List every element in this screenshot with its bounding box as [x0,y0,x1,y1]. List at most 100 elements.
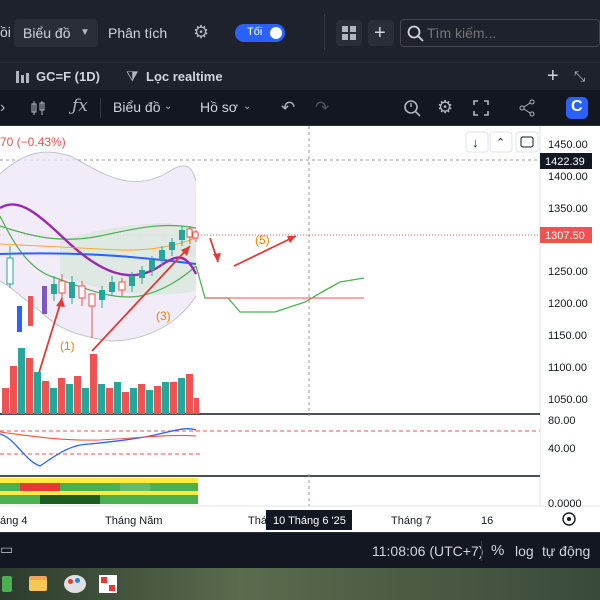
chevron-down-icon: ▼ [80,27,90,38]
axis-settings-icon[interactable] [562,512,576,526]
brand-logo[interactable]: C [566,97,588,119]
price-tick: 1100.00 [548,362,587,374]
bollinger-lower [0,280,197,342]
log-toggle[interactable]: log [515,543,534,559]
status-bar: ▭ 11:08:06 (UTC+7) % log tự động [0,532,600,568]
price-change-text: 70 (−0.43%) [0,135,66,149]
collapse-icon: ⌃ [496,137,505,149]
price-tick: 1350.00 [548,203,588,215]
rsi-tick: 80.00 [548,415,576,427]
lagging-span [0,215,197,298]
time-tick: áng 4 [0,515,28,527]
undo-icon[interactable]: ↶ [281,98,296,117]
annotation-label-1: (1) [60,339,75,353]
folder-icon[interactable] [29,576,47,591]
time-tick: 16 [481,515,493,527]
volume-spike-candle [17,306,22,332]
time-axis[interactable]: áng 4 Tháng Năm Thá Tháng 7 16 [0,515,493,527]
annotation-arrows [37,235,297,377]
calendar-icon[interactable]: ▭ [0,541,14,557]
search-icon [407,25,424,42]
top-header: ồi Biểu đồ ▼ Phân tích ⚙ Tối + [0,0,600,62]
heatmap-indicator [0,478,198,504]
candles-style-icon[interactable] [29,99,47,117]
share-icon[interactable] [518,99,536,117]
auto-scale-toggle[interactable]: tự động [542,543,591,559]
fullscreen-icon[interactable] [472,99,490,117]
moving-average-purple [0,203,198,277]
divider [324,14,325,50]
tile [101,577,107,583]
paint-dot [68,579,73,584]
move-down-button[interactable] [465,131,489,153]
theme-toggle[interactable]: Tối [235,24,285,42]
price-axis[interactable]: 1450.00 1400.00 1350.00 1300.00 1250.00 … [548,139,588,510]
chart-toolbar: › ƒx Biểu đồ ⌄ Hồ sơ ⌄ ↶ ↷ ⚙ C [0,90,600,126]
volume-bars [2,348,199,414]
clock-text[interactable]: 11:08:06 (UTC+7) [372,543,484,559]
divider [100,98,101,118]
menu-fragment[interactable]: ồi [0,24,11,40]
annotation-label-3: (3) [156,309,171,323]
price-tick: 1150.00 [548,330,587,342]
chevron-down-icon: ⌄ [164,101,173,112]
arrow-down-icon: ↓ [472,135,479,150]
rsi-tick: 40.00 [548,443,576,455]
replay-icon[interactable] [402,98,422,118]
add-tab-icon[interactable]: + [547,65,559,87]
layout-grid-button[interactable] [336,20,362,46]
realtime-filter-tab[interactable]: Lọc realtime [146,69,223,84]
price-tick: 1250.00 [548,266,588,278]
chevron-right-icon[interactable]: › [0,99,6,116]
filter-icon: ⧩ [126,68,139,84]
last-price-tag [540,227,592,243]
gear-icon[interactable]: ⚙ [193,22,210,42]
analysis-menu[interactable]: Phân tích [108,25,168,41]
crosshair-time-tag [266,510,352,530]
time-tick: Tháng 7 [391,515,431,527]
maximize-pane-button[interactable] [515,131,539,153]
logo-c-icon: C [571,98,583,115]
annotation-label-5: (5) [255,233,270,247]
chart-type-menu[interactable]: Biểu đồ [113,99,161,115]
paint-icon[interactable] [64,575,86,593]
cloud-projection [195,265,365,313]
chevron-down-icon: ⌄ [243,101,252,112]
collapse-pane-button[interactable] [489,131,513,153]
redo-icon[interactable]: ↷ [315,98,330,117]
pane-controls[interactable]: ↓ ⌃ [465,131,539,153]
bollinger-upper [0,151,197,183]
settings-icon[interactable]: ⚙ [437,97,454,117]
candlesticks [6,226,199,338]
add-button[interactable]: + [368,20,394,46]
paint-dot [75,578,80,583]
chart-area[interactable]: (1) (3) (5) [0,126,600,532]
chart-canvas[interactable]: (1) (3) (5) [0,126,600,532]
crosshair-time-text: 10 Tháng 6 '25 [273,515,346,527]
collapse-icon[interactable]: ⤡ [574,68,586,84]
search-box[interactable] [400,19,600,47]
profile-menu[interactable]: Hồ sơ [200,99,238,115]
price-tick: 1050.00 [548,394,588,406]
indicator-fx-icon[interactable]: ƒx [72,96,88,116]
toggle-knob [270,27,282,39]
symbol-tab[interactable]: GC=F (1D) [36,69,100,84]
maximize-icon [520,136,534,148]
price-tick: 1200.00 [548,298,588,310]
app-icon-green[interactable] [2,576,12,592]
leading-span-a [0,224,197,240]
last-price-text: 1307.50 [545,230,585,242]
os-taskbar [0,568,600,600]
grid-icon [342,26,356,40]
axis-settings-dot [567,517,571,521]
chart-menu-button[interactable]: Biểu đồ ▼ [14,19,98,47]
plus-icon: + [374,22,386,44]
app-icon-red[interactable] [99,575,117,593]
percent-toggle[interactable]: % [491,542,505,559]
indicator-tick: 0.0000 [548,498,582,510]
tile [109,585,115,591]
rsi-signal-line [0,431,197,441]
chart-menu-label: Biểu đồ [23,25,71,41]
search-input[interactable] [427,23,597,43]
price-tick: 1400.00 [548,171,588,183]
